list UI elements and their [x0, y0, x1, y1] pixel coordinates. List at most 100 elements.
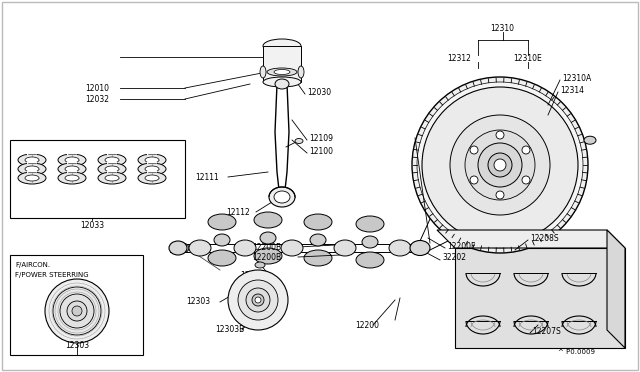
Text: 12208S: 12208S [530, 234, 559, 243]
Bar [10, 255, 143, 355]
Text: 12303: 12303 [186, 298, 210, 307]
Ellipse shape [65, 175, 79, 181]
Bar [10, 140, 185, 218]
Ellipse shape [310, 234, 326, 246]
Text: 12312: 12312 [447, 54, 471, 62]
Ellipse shape [65, 166, 79, 172]
Ellipse shape [58, 172, 86, 184]
Ellipse shape [18, 154, 46, 166]
Circle shape [72, 306, 82, 316]
Ellipse shape [267, 68, 297, 76]
Ellipse shape [274, 191, 290, 203]
Circle shape [422, 87, 578, 243]
Ellipse shape [105, 157, 119, 163]
Circle shape [496, 131, 504, 139]
Ellipse shape [234, 240, 256, 256]
Ellipse shape [255, 262, 265, 268]
Bar [263, 46, 301, 82]
Ellipse shape [260, 66, 266, 78]
Circle shape [246, 288, 270, 312]
Text: 12010: 12010 [85, 83, 109, 93]
Circle shape [238, 280, 278, 320]
Ellipse shape [356, 216, 384, 232]
Circle shape [470, 176, 478, 184]
Circle shape [53, 287, 101, 335]
Ellipse shape [98, 172, 126, 184]
Polygon shape [437, 230, 625, 248]
Ellipse shape [410, 241, 430, 256]
Ellipse shape [389, 240, 411, 256]
Circle shape [60, 294, 94, 328]
Text: 12303B: 12303B [215, 326, 244, 334]
Circle shape [417, 82, 583, 248]
Text: 12033: 12033 [80, 221, 104, 230]
Ellipse shape [304, 214, 332, 230]
Ellipse shape [334, 240, 356, 256]
Circle shape [478, 143, 522, 187]
Ellipse shape [214, 234, 230, 246]
Ellipse shape [281, 240, 303, 256]
Ellipse shape [25, 166, 39, 172]
Text: 12303: 12303 [65, 340, 89, 350]
Circle shape [488, 153, 512, 177]
Text: 32202: 32202 [442, 253, 466, 263]
Text: 12030: 12030 [307, 87, 331, 96]
Ellipse shape [260, 232, 276, 244]
Ellipse shape [25, 175, 39, 181]
Ellipse shape [169, 241, 187, 255]
Ellipse shape [25, 157, 39, 163]
Ellipse shape [18, 172, 46, 184]
Circle shape [470, 146, 478, 154]
Text: 12200F: 12200F [447, 241, 476, 250]
Ellipse shape [138, 163, 166, 175]
Text: 12111: 12111 [195, 173, 219, 182]
Polygon shape [607, 230, 625, 348]
Ellipse shape [58, 154, 86, 166]
Ellipse shape [584, 136, 596, 144]
Ellipse shape [263, 39, 301, 53]
Text: 12200B: 12200B [252, 243, 281, 251]
Ellipse shape [138, 172, 166, 184]
Circle shape [252, 294, 264, 306]
Ellipse shape [98, 163, 126, 175]
Ellipse shape [105, 175, 119, 181]
Text: 12100: 12100 [309, 147, 333, 155]
Circle shape [412, 77, 588, 253]
Text: 12109: 12109 [309, 134, 333, 142]
Ellipse shape [98, 154, 126, 166]
Text: 12032: 12032 [85, 94, 109, 103]
Ellipse shape [263, 77, 301, 87]
Ellipse shape [298, 66, 304, 78]
Text: F/POWER STEERRING: F/POWER STEERRING [15, 272, 88, 278]
Circle shape [255, 297, 261, 303]
Ellipse shape [145, 175, 159, 181]
Ellipse shape [295, 138, 303, 144]
Ellipse shape [275, 79, 289, 89]
Ellipse shape [254, 248, 282, 264]
Circle shape [496, 191, 504, 199]
Ellipse shape [105, 166, 119, 172]
Bar [455, 248, 625, 348]
Circle shape [45, 279, 109, 343]
Text: 12314: 12314 [560, 86, 584, 94]
Ellipse shape [208, 250, 236, 266]
Text: 13021: 13021 [240, 270, 264, 279]
Ellipse shape [145, 157, 159, 163]
Text: 12112: 12112 [226, 208, 250, 217]
Ellipse shape [269, 187, 295, 207]
Ellipse shape [362, 236, 378, 248]
Ellipse shape [138, 154, 166, 166]
Text: F/AIRCON.: F/AIRCON. [15, 262, 50, 268]
Text: ^ P0.0009: ^ P0.0009 [558, 349, 595, 355]
Ellipse shape [274, 70, 290, 74]
Text: 12200: 12200 [355, 321, 379, 330]
Circle shape [522, 146, 530, 154]
Ellipse shape [189, 240, 211, 256]
Ellipse shape [145, 166, 159, 172]
Ellipse shape [254, 212, 282, 228]
Text: 12310E: 12310E [513, 54, 541, 62]
Ellipse shape [208, 214, 236, 230]
Text: 12310: 12310 [490, 23, 514, 32]
Circle shape [494, 159, 506, 171]
Ellipse shape [356, 252, 384, 268]
